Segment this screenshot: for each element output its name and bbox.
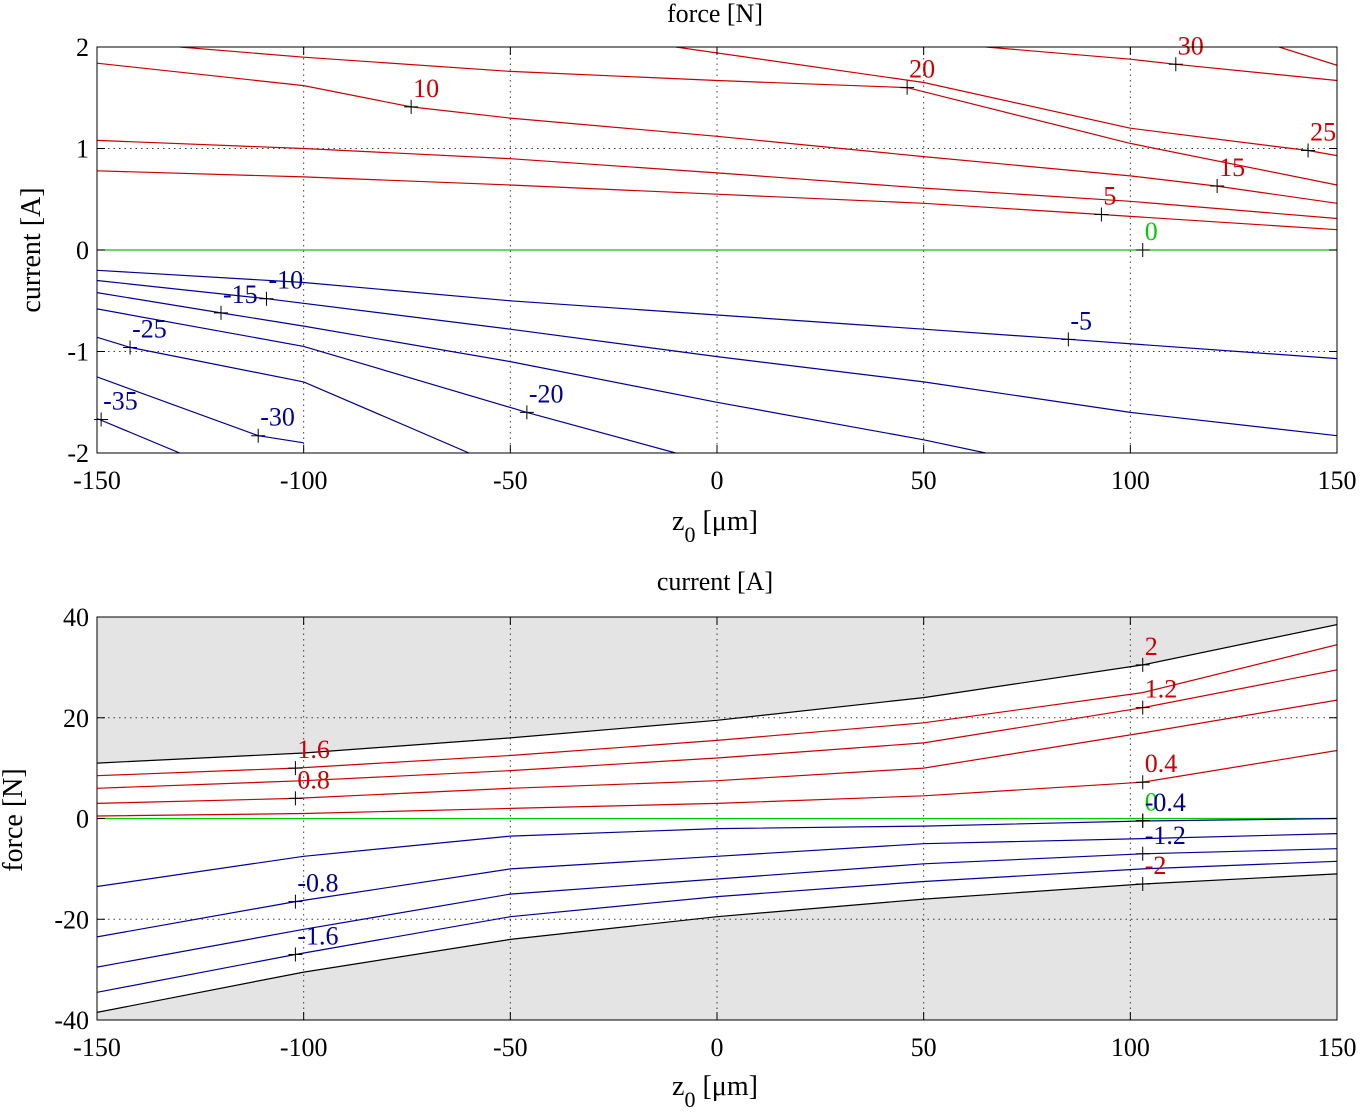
- top-contour-label-marker: [259, 291, 274, 306]
- top-x-tick-label: 0: [711, 466, 724, 495]
- top-contour-label: 30: [1178, 31, 1204, 60]
- top-x-tick-label: -100: [280, 466, 328, 495]
- bottom-y-tick-label: 0: [76, 805, 89, 834]
- top-contour-label: -20: [529, 379, 564, 408]
- top-contour-label: 15: [1219, 153, 1245, 182]
- top-contour-label-marker: [1301, 143, 1316, 158]
- top-contour-panel: force [N] current [A] z0 [μm] 3025201510…: [16, 0, 1357, 547]
- top-x-tick-label: 100: [1111, 466, 1150, 495]
- bottom-contour-label-marker: [1135, 700, 1150, 715]
- top-contour-label: -25: [132, 314, 167, 343]
- top-contour-line: [97, 336, 470, 453]
- top-contour-line: [97, 62, 1337, 204]
- bottom-contour-label: 0.8: [297, 765, 330, 794]
- top-contour-label: -10: [268, 266, 303, 295]
- bottom-contour-label: 2: [1145, 632, 1158, 661]
- bottom-contour-label: 1.6: [297, 735, 330, 764]
- top-contour-label: -15: [223, 280, 258, 309]
- top-y-tick-label: 2: [76, 33, 89, 62]
- bottom-contour-label: 0: [1145, 788, 1158, 817]
- top-contour-label: 25: [1310, 118, 1336, 147]
- top-y-tick-label: 0: [76, 236, 89, 265]
- bottom-y-axis-label: force [N]: [0, 768, 29, 871]
- top-x-tick-label: 50: [911, 466, 937, 495]
- top-x-label-unit: [μm]: [695, 506, 757, 537]
- top-contour-line: [97, 139, 1337, 220]
- top-contour-label-marker: [94, 412, 109, 427]
- top-contour-label: -35: [103, 387, 138, 416]
- bottom-x-tick-label: 50: [911, 1033, 937, 1062]
- top-x-tick-label: -50: [493, 466, 528, 495]
- top-x-tick-label: 150: [1318, 466, 1357, 495]
- top-contour-line: [1278, 47, 1337, 66]
- top-contour-label-marker: [214, 305, 228, 320]
- bottom-contour-label: -0.4: [1145, 788, 1186, 817]
- top-contour-label: 0: [1145, 217, 1158, 246]
- bottom-contour-label-marker: [288, 791, 303, 806]
- top-contour-label: -5: [1070, 306, 1092, 335]
- top-contour-line: [97, 308, 676, 453]
- bottom-y-tick-label: -40: [54, 1006, 89, 1035]
- bottom-x-label-unit: [μm]: [695, 1071, 757, 1102]
- top-contour-label-marker: [404, 99, 419, 114]
- top-contour-label-marker: [123, 340, 138, 355]
- top-x-axis-label: z0 [μm]: [672, 506, 758, 547]
- bottom-chart-title: current [A]: [657, 567, 773, 596]
- bottom-y-tick-label: 20: [63, 704, 89, 733]
- top-contour-label-marker: [1210, 179, 1225, 194]
- bottom-x-tick-label: -100: [280, 1033, 328, 1062]
- bottom-contour-label-marker: [1135, 814, 1150, 829]
- bottom-x-tick-label: 0: [711, 1033, 724, 1062]
- bottom-x-tick-label: 150: [1318, 1033, 1357, 1062]
- bottom-x-tick-label: 100: [1111, 1033, 1150, 1062]
- top-contour-label-marker: [1135, 243, 1150, 257]
- bottom-contour-label-marker: [1135, 657, 1150, 672]
- top-contour-label-marker: [519, 405, 534, 420]
- bottom-contour-label-marker: [288, 761, 303, 776]
- top-x-label-subscript: 0: [684, 522, 695, 547]
- top-contour-label-marker: [1061, 332, 1076, 347]
- top-x-label-main: z: [672, 506, 684, 537]
- top-chart-title: force [N]: [667, 0, 763, 28]
- bottom-contour-label-marker: [288, 894, 303, 909]
- top-x-tick-label: -150: [73, 466, 121, 495]
- bottom-contour-label: -2: [1145, 851, 1167, 880]
- bottom-contour-label-marker: [1135, 846, 1150, 861]
- bottom-contour-label: -1.6: [297, 922, 338, 951]
- top-contour-line: [985, 47, 1337, 82]
- top-contour-label-marker: [251, 428, 266, 443]
- top-contour-label: -30: [260, 403, 295, 432]
- top-contour-label-marker: [1094, 207, 1109, 222]
- top-y-axis-label: current [A]: [16, 187, 47, 312]
- top-contour-label-marker: [900, 80, 915, 95]
- top-contour-label: 10: [413, 74, 439, 103]
- top-contour-line: [179, 47, 1337, 186]
- top-y-tick-label: -1: [67, 338, 89, 367]
- bottom-x-label-main: z: [672, 1071, 684, 1102]
- top-contour-label: 5: [1103, 181, 1116, 210]
- bottom-x-tick-label: -150: [73, 1033, 121, 1062]
- bottom-x-axis-label: z0 [μm]: [672, 1071, 758, 1112]
- top-y-tick-label: 1: [76, 135, 89, 164]
- bottom-y-tick-label: -20: [54, 905, 89, 934]
- bottom-contour-label-marker: [1135, 876, 1150, 891]
- top-contour-line: [675, 47, 1337, 157]
- top-contour-line: [97, 417, 180, 453]
- bottom-contour-label: 0.4: [1145, 749, 1178, 778]
- top-y-tick-label: -2: [67, 439, 89, 468]
- bottom-contour-label: -0.8: [297, 869, 338, 898]
- bottom-contour-panel: current [A] force [N] z0 [μm] 21.61.20.8…: [0, 567, 1357, 1112]
- bottom-contour-label: 1.2: [1145, 675, 1178, 704]
- bottom-y-tick-label: 40: [63, 603, 89, 632]
- top-contour-label: 20: [909, 55, 935, 84]
- bottom-x-label-subscript: 0: [684, 1087, 695, 1112]
- top-contour-label-marker: [1168, 57, 1183, 72]
- bottom-contour-label: -1.2: [1145, 821, 1186, 850]
- bottom-contour-label-marker: [288, 947, 303, 962]
- bottom-contour-label-marker: [1135, 775, 1150, 790]
- bottom-x-tick-label: -50: [493, 1033, 528, 1062]
